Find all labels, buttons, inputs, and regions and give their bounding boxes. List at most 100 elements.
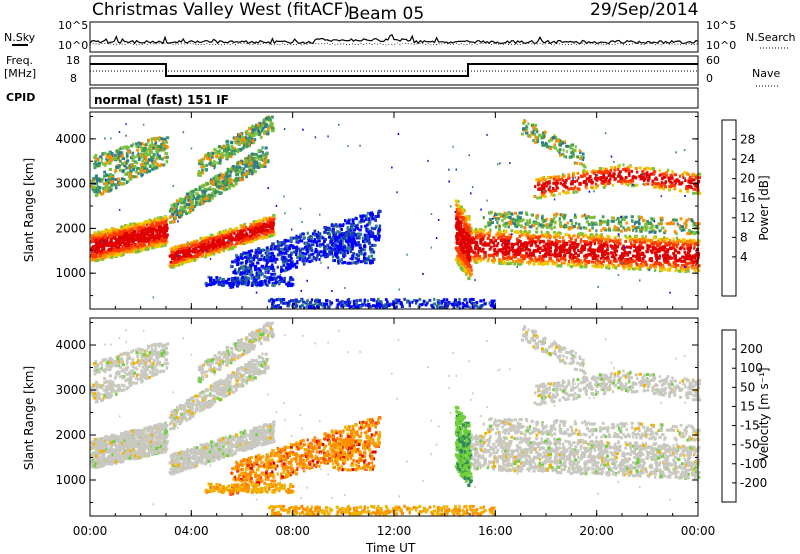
power-cell	[589, 253, 593, 257]
power-cell	[626, 245, 630, 249]
power-cell	[291, 278, 295, 282]
power-cell	[271, 129, 275, 133]
power-cell	[110, 256, 114, 259]
power-cell	[579, 265, 583, 269]
power-cell	[341, 239, 345, 243]
power-cell	[358, 246, 363, 250]
power-cell	[258, 130, 262, 134]
power-cell	[124, 237, 128, 241]
power-cell	[371, 248, 374, 251]
power-cell	[140, 167, 143, 171]
power-cell	[93, 166, 97, 170]
power-cell	[102, 232, 106, 236]
power-cell	[238, 135, 242, 139]
power-cell	[215, 236, 218, 240]
power-cell	[254, 152, 258, 156]
power-cell	[465, 232, 469, 236]
power-cell	[97, 178, 101, 182]
power-cell	[221, 240, 225, 244]
power-cell	[299, 250, 302, 254]
power-cell	[159, 228, 162, 232]
noise-panel: N.Sky 10^5 10^0 10^5 10^0 N.Search	[4, 19, 796, 53]
power-cell	[222, 154, 225, 158]
power-cell	[232, 237, 235, 241]
power-cell	[512, 253, 516, 257]
power-cell	[457, 262, 462, 266]
power-cell	[201, 249, 204, 252]
power-cell	[120, 238, 124, 242]
power-cell	[189, 207, 193, 211]
power-cell	[341, 303, 345, 307]
power-cell	[306, 298, 309, 302]
power-cell	[369, 261, 373, 265]
power-cell	[151, 220, 154, 224]
power-cell	[198, 251, 202, 255]
power-cell	[230, 149, 233, 153]
power-cell	[491, 304, 495, 308]
power-cell	[229, 285, 233, 289]
power-cell	[211, 248, 215, 252]
power-cell	[164, 243, 167, 247]
power-cell	[336, 244, 339, 248]
power-cell	[279, 248, 284, 251]
power-cell	[225, 183, 228, 187]
power-cell	[241, 275, 244, 279]
power-cell	[659, 254, 662, 258]
power-cell	[198, 185, 202, 189]
power-cell	[436, 299, 441, 303]
power-cell	[288, 300, 291, 304]
power-cell	[492, 299, 496, 303]
power-cell	[159, 243, 162, 247]
power-cell	[466, 254, 469, 258]
power-cell	[263, 275, 267, 278]
power-cell	[183, 258, 186, 262]
power-cell	[379, 300, 383, 304]
power-cell	[591, 264, 594, 268]
cpid-value: normal (fast) 151 IF	[94, 93, 229, 107]
power-cell	[216, 232, 220, 236]
power-cell	[206, 157, 210, 160]
power-cell	[132, 165, 136, 169]
power-cell	[296, 247, 300, 251]
power-cell	[580, 238, 583, 242]
power-cell	[97, 188, 101, 192]
power-cell	[490, 303, 493, 307]
power-cell	[144, 152, 147, 156]
power-cell	[228, 283, 232, 287]
power-cell	[463, 243, 467, 247]
power-cell	[329, 302, 332, 306]
power-cell	[230, 232, 233, 236]
power-cell	[129, 245, 133, 248]
power-cell	[301, 300, 306, 304]
power-cell	[95, 175, 98, 179]
power-cell	[183, 250, 186, 254]
power-cell	[338, 300, 342, 304]
power-cell	[225, 177, 228, 181]
power-cell	[135, 245, 139, 249]
power-cell	[225, 149, 229, 153]
power-cell	[132, 168, 136, 172]
power-cell	[236, 282, 240, 286]
power-cell	[587, 242, 590, 246]
power-cell	[361, 219, 364, 223]
power-cell	[173, 262, 176, 266]
power-cell	[157, 138, 161, 142]
power-cell	[472, 302, 477, 306]
power-cell	[145, 245, 148, 249]
power-cell	[459, 256, 462, 260]
power-cell	[129, 168, 132, 172]
power-cell	[663, 238, 667, 242]
power-cell	[243, 255, 247, 259]
power-cell	[306, 231, 309, 235]
power-cell	[195, 239, 199, 243]
power-cell	[99, 254, 102, 257]
power-cell	[131, 248, 134, 252]
power-cell	[152, 146, 155, 150]
power-cell	[362, 219, 366, 223]
power-cell	[244, 161, 248, 165]
power-cell	[460, 224, 463, 228]
power-cell	[365, 239, 369, 243]
power-cell	[304, 301, 308, 305]
power-cell	[328, 250, 331, 254]
power-cell	[333, 259, 336, 262]
